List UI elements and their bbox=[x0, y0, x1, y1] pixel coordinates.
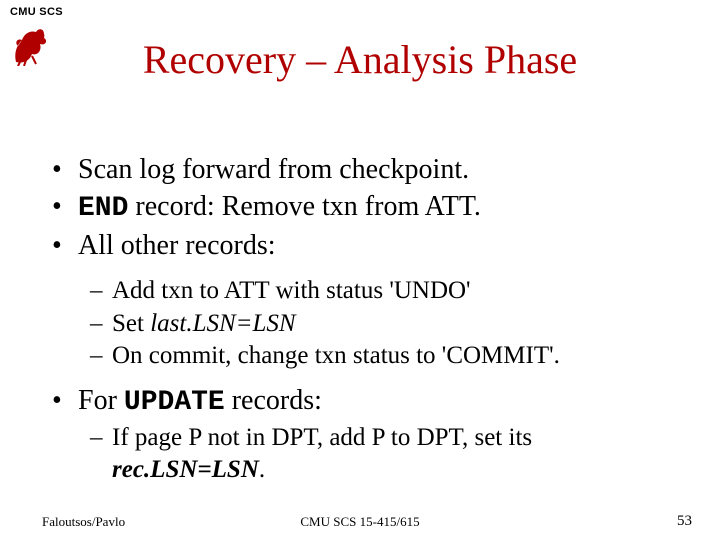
reclsn-post: . bbox=[259, 456, 265, 483]
sub-if-page: If page P not in DPT, add P to DPT, set … bbox=[90, 422, 672, 487]
sub-set-lastlsn: Set last.LSN=LSN bbox=[90, 308, 672, 341]
lastlsn-ital: last.LSN=LSN bbox=[150, 310, 295, 337]
bullet-end-record: END record: Remove txn from ATT. bbox=[52, 189, 672, 226]
if-page-line1: If page P not in DPT, add P to DPT, set … bbox=[112, 424, 532, 451]
header-label: CMU SCS bbox=[10, 6, 63, 18]
footer-page-number: 53 bbox=[677, 513, 692, 530]
set-pre: Set bbox=[112, 310, 150, 337]
slide: CMU SCS Recovery – Analysis Phase Scan l… bbox=[0, 0, 720, 540]
sub-list-1: Add txn to ATT with status 'UNDO' Set la… bbox=[52, 275, 672, 373]
sub-on-commit: On commit, change txn status to 'COMMIT'… bbox=[90, 340, 672, 373]
for-pre: For bbox=[78, 385, 124, 416]
sub-list-2: If page P not in DPT, add P to DPT, set … bbox=[52, 422, 672, 487]
end-keyword: END bbox=[78, 193, 128, 224]
bullet-scan-log: Scan log forward from checkpoint. bbox=[52, 152, 672, 187]
slide-content: Scan log forward from checkpoint. END re… bbox=[52, 152, 672, 487]
footer-course: CMU SCS 15-415/615 bbox=[0, 514, 720, 530]
bullet-update-records: For UPDATE records: bbox=[52, 383, 672, 420]
records-post: records: bbox=[225, 385, 322, 416]
slide-title: Recovery – Analysis Phase bbox=[0, 36, 720, 83]
bullet-list: Scan log forward from checkpoint. END re… bbox=[52, 152, 672, 263]
spacer-2 bbox=[52, 373, 672, 383]
reclsn-ital: rec.LSN=LSN bbox=[112, 456, 259, 483]
bullet-list-2: For UPDATE records: bbox=[52, 383, 672, 420]
end-rest: record: Remove txn from ATT. bbox=[128, 191, 481, 222]
update-keyword: UPDATE bbox=[124, 387, 225, 418]
sub-add-txn: Add txn to ATT with status 'UNDO' bbox=[90, 275, 672, 308]
spacer bbox=[52, 265, 672, 275]
bullet-other-records: All other records: bbox=[52, 228, 672, 263]
